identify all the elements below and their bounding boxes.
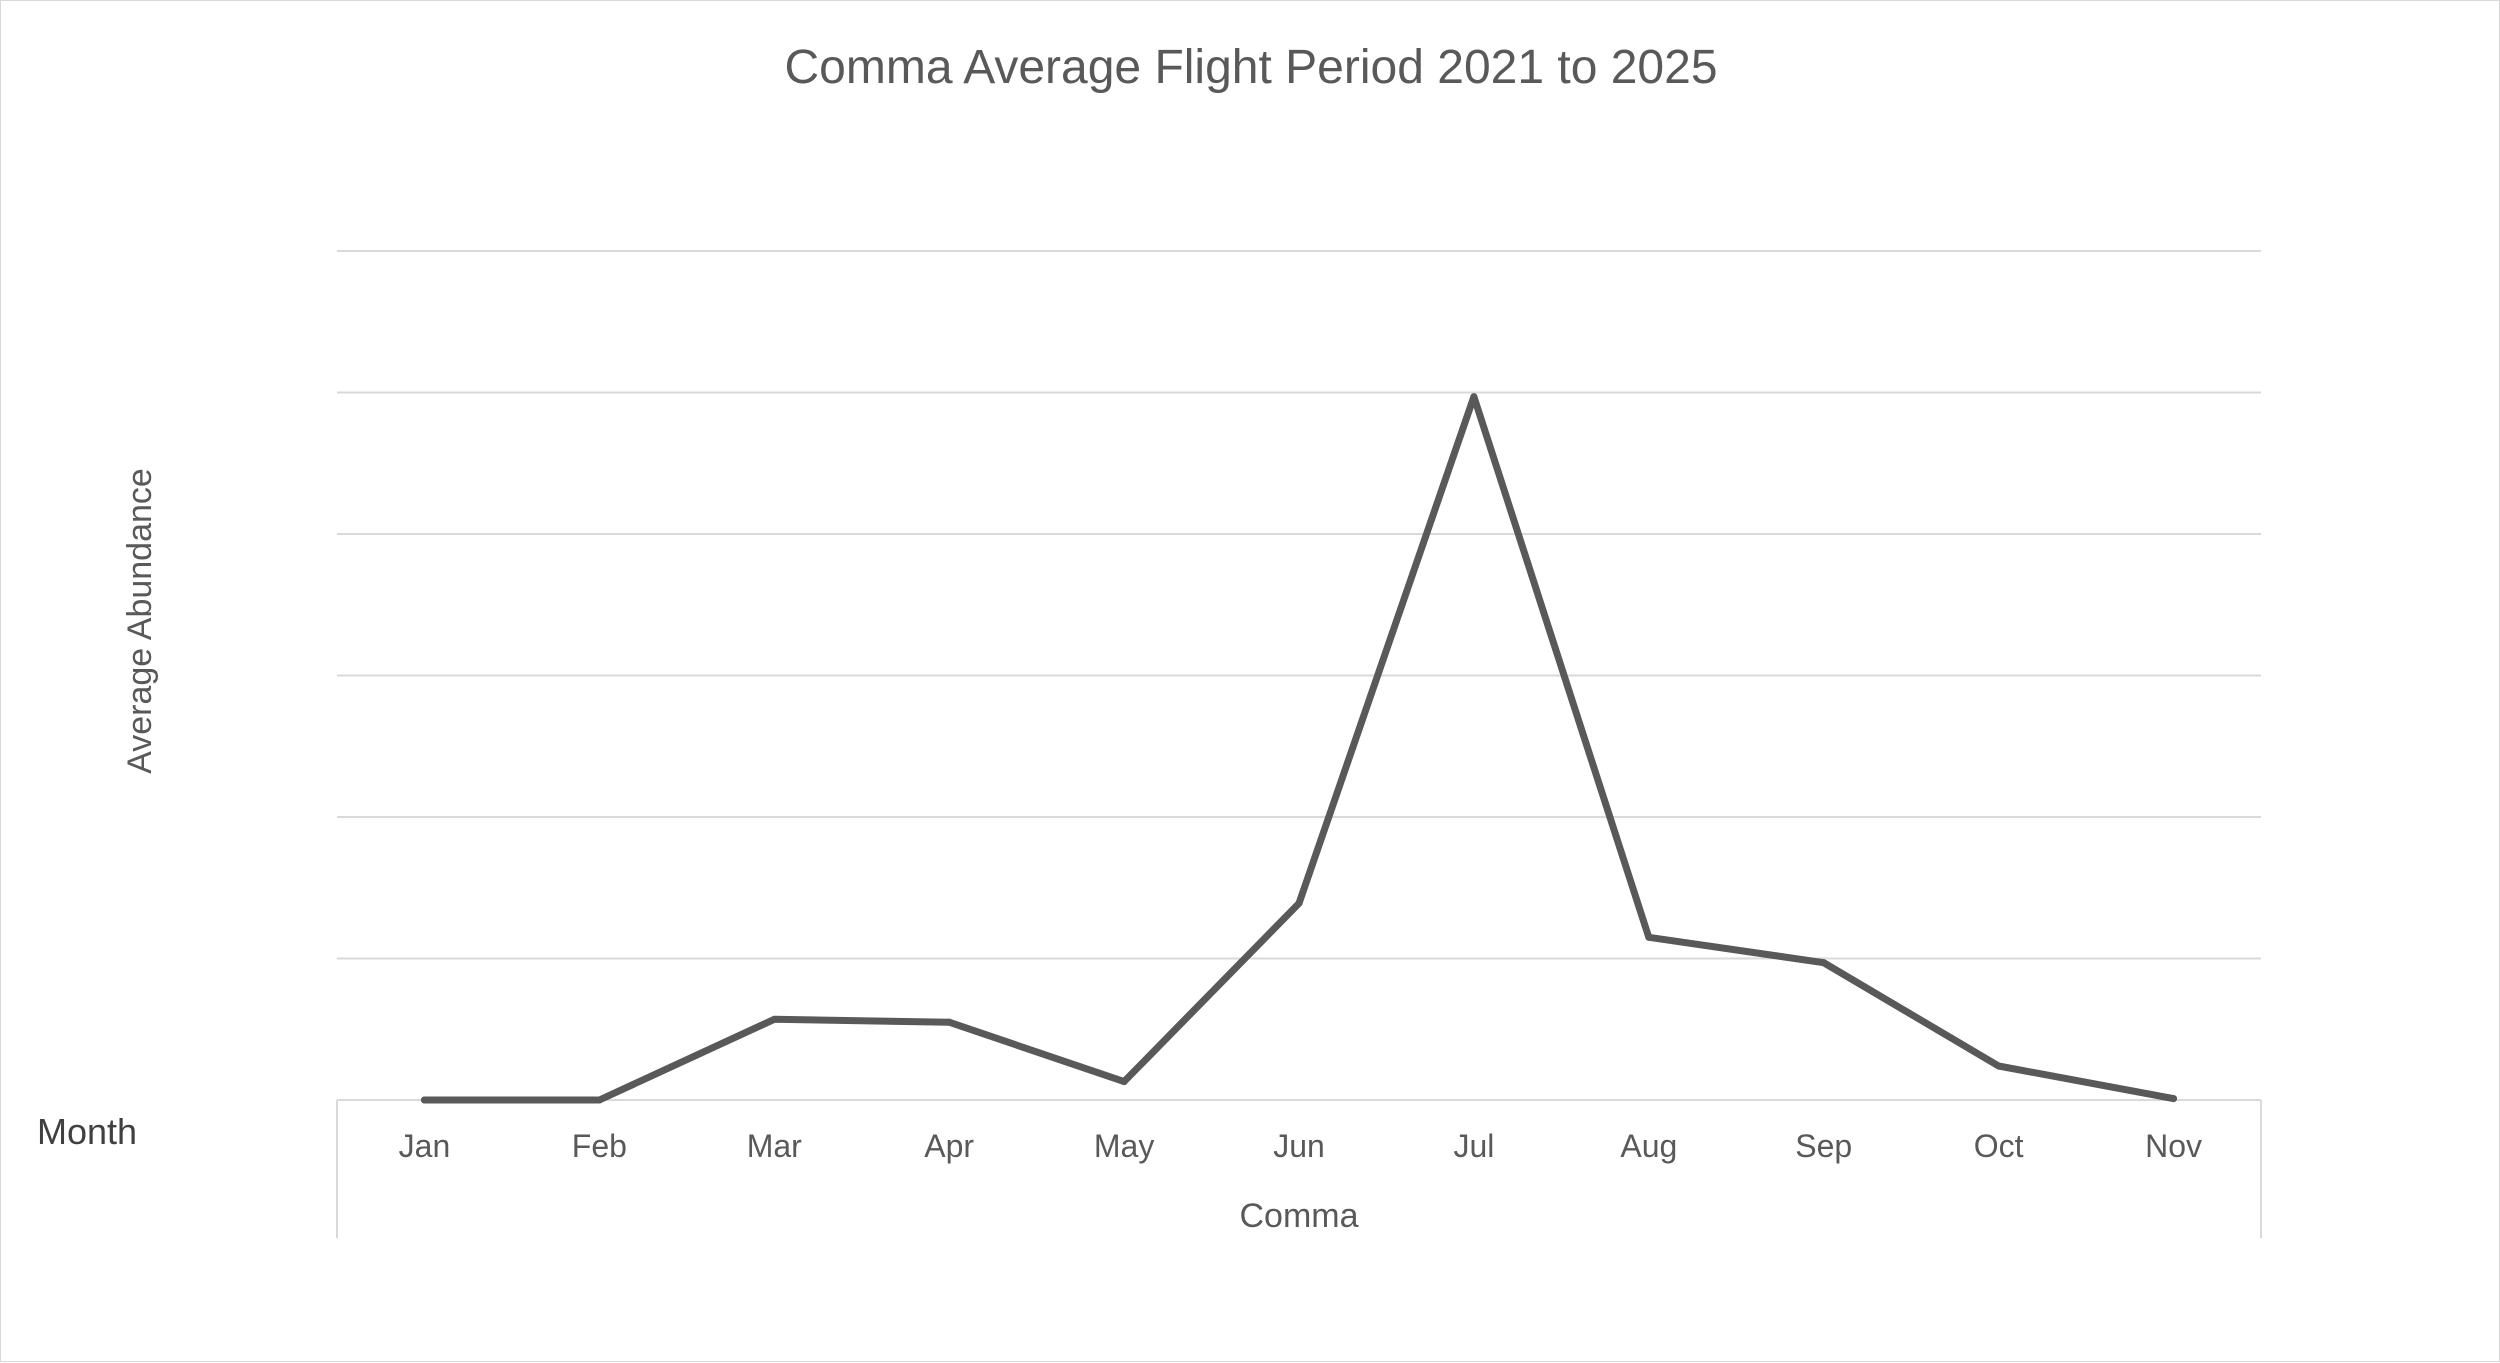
x-tick-label: Nov [2145, 1128, 2202, 1164]
x-axis [336, 1099, 2262, 1238]
x-tick-label: Aug [1620, 1128, 1677, 1164]
data-point [1645, 933, 1653, 941]
series-lines [420, 393, 2178, 1104]
data-point [1995, 1062, 2003, 1070]
data-point [770, 1015, 778, 1023]
chart-title: Comma Average Flight Period 2021 to 2025 [784, 41, 1717, 94]
x-tick-label: Jul [1453, 1128, 1494, 1164]
x-tick-label: May [1094, 1128, 1154, 1164]
data-point [1820, 959, 1828, 967]
data-point [1295, 899, 1303, 907]
x-tick-label: Apr [924, 1128, 974, 1164]
month-field-label: Month [37, 1111, 137, 1152]
x-tick-label: Sep [1795, 1128, 1852, 1164]
data-point [420, 1096, 428, 1104]
data-point [945, 1018, 953, 1026]
data-point [595, 1096, 603, 1104]
series-line [421, 393, 2177, 1104]
x-tick-labels: Jan Feb Mar Apr May Jun Jul Aug Sep Oct Nov [399, 1128, 2202, 1164]
data-point [2170, 1095, 2178, 1103]
x-tick-label: Mar [747, 1128, 802, 1164]
gridlines [337, 250, 2261, 960]
x-axis-title: Comma [1239, 1197, 1358, 1235]
x-tick-label: Jan [399, 1128, 451, 1164]
data-point [1470, 393, 1478, 401]
data-point [1120, 1078, 1128, 1086]
x-tick-label: Feb [572, 1128, 627, 1164]
x-tick-label: Jun [1273, 1128, 1325, 1164]
y-axis-title: Average Abundance [121, 468, 159, 774]
x-tick-label: Oct [1974, 1128, 2024, 1164]
